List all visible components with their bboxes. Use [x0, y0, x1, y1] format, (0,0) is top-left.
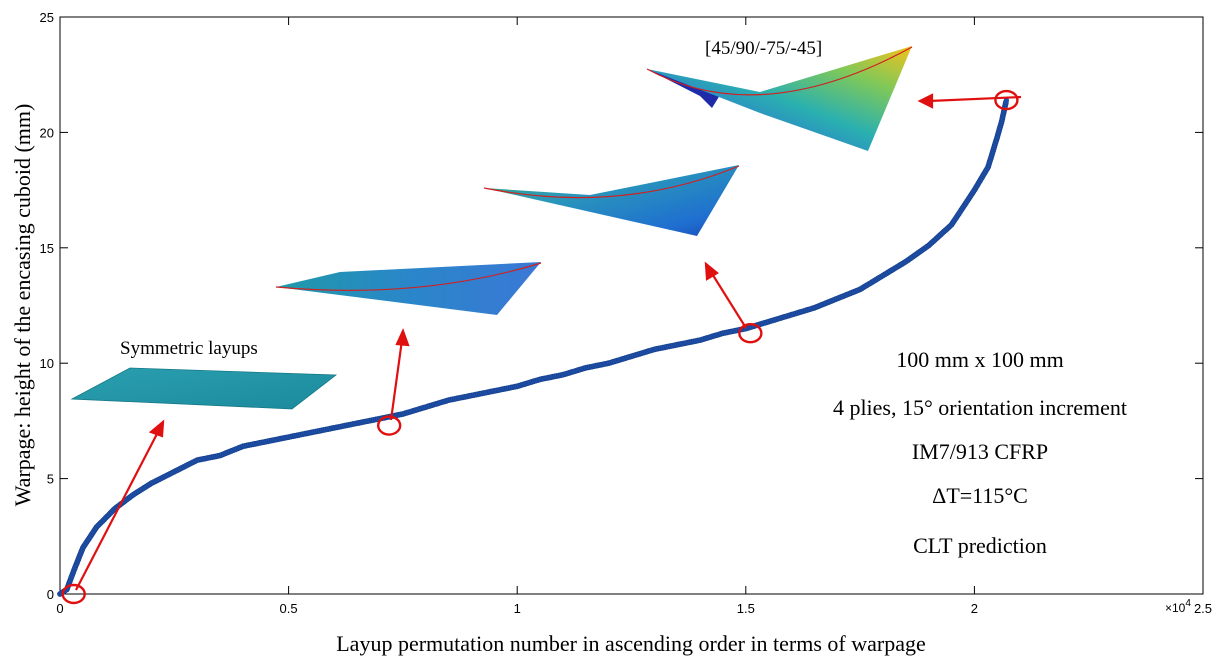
info-line-4: ΔT=115°C — [932, 483, 1028, 508]
arrow-4-head — [917, 93, 934, 109]
arrow-2-head — [395, 328, 410, 347]
highlight-circle — [738, 322, 763, 344]
y-tick-label: 0 — [47, 587, 54, 602]
arrow-1-head — [148, 419, 165, 438]
y-tick-label: 25 — [40, 10, 54, 25]
y-axis-ticks: 0 5 10 15 20 25 — [40, 10, 1203, 602]
x-tick-label: 0.5 — [280, 601, 298, 616]
arrow-4 — [928, 95, 1022, 103]
info-box: 100 mm x 100 mm 4 plies, 15° orientation… — [833, 347, 1127, 558]
plate-third — [483, 165, 740, 236]
x-multiplier-label: ×10 — [1165, 601, 1186, 615]
info-line-3: IM7/913 CFRP — [912, 439, 1048, 464]
plate-second — [275, 262, 542, 315]
plot-frame — [59, 16, 1204, 595]
highlight-circle — [61, 583, 86, 605]
y-axis-title: Warpage: height of the encasing cuboid (… — [10, 104, 35, 507]
arrows — [75, 93, 1022, 591]
y-tick-label: 5 — [47, 472, 54, 487]
highlight-circle — [376, 415, 402, 436]
x-tick-label: 2 — [971, 601, 978, 616]
highlight-circle — [994, 89, 1019, 111]
arrow-1 — [75, 429, 160, 591]
x-tick-label: 0 — [56, 601, 63, 616]
x-multiplier-exponent: 4 — [1185, 598, 1191, 609]
plate-symmetric — [70, 367, 338, 410]
y-tick-label: 20 — [40, 125, 54, 140]
x-multiplier: ×104 — [1165, 598, 1191, 615]
y-tick-label: 15 — [40, 241, 54, 256]
x-tick-label: 2.5 — [1194, 601, 1212, 616]
info-line-1: 100 mm x 100 mm — [896, 347, 1063, 372]
layup-label: [45/90/-75/-45] — [705, 38, 822, 59]
highlight-markers — [61, 89, 1019, 605]
arrow-2 — [389, 339, 404, 421]
info-line-5: CLT prediction — [913, 533, 1047, 558]
arrow-3 — [710, 271, 747, 329]
x-tick-label: 1.5 — [737, 601, 755, 616]
x-axis-title: Layup permutation number in ascending or… — [336, 631, 926, 656]
y-tick-label: 10 — [40, 356, 54, 371]
symmetric-layups-label: Symmetric layups — [120, 338, 258, 359]
x-axis-ticks: 0 0.5 1 1.5 2 2.5 — [56, 17, 1212, 616]
x-tick-label: 1 — [514, 601, 521, 616]
info-line-2: 4 plies, 15° orientation increment — [833, 395, 1127, 420]
arrow-3-head — [704, 261, 719, 281]
plate-layup — [646, 46, 913, 151]
